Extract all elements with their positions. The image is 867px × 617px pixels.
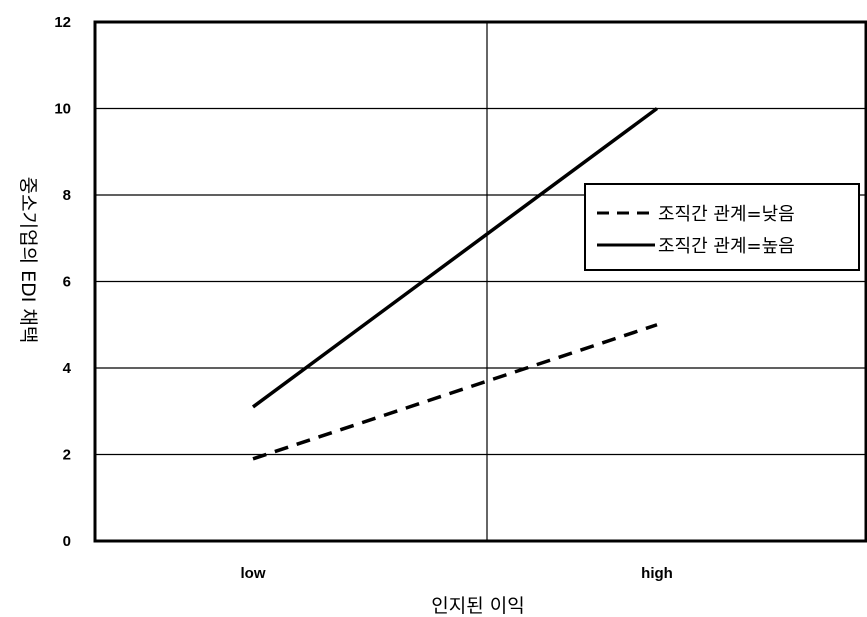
x-axis-ticks: low high: [241, 565, 673, 582]
x-axis-title: 인지된 이익: [431, 595, 524, 617]
legend: 조직간 관계=낮음 조직간 관계=높음: [584, 183, 860, 271]
plot-area-border: [93, 20, 867, 543]
y-tick-label: 0: [63, 533, 71, 550]
series-line-0: [252, 323, 658, 461]
y-axis-ticks: 0 2 4 6 8 10 12: [54, 14, 71, 550]
y-tick-label: 4: [63, 360, 72, 377]
series-line-1: [251, 107, 659, 409]
legend-label-low: 조직간 관계=낮음: [658, 204, 795, 225]
gridlines: [95, 22, 866, 541]
y-tick-label: 2: [63, 447, 71, 464]
legend-label-high: 조직간 관계=높음: [658, 236, 795, 257]
y-axis-title: 중소기업의 EDI 채택: [17, 177, 39, 344]
series-lines: [251, 107, 659, 461]
y-tick-label: 12: [54, 14, 71, 31]
y-tick-label: 8: [63, 187, 71, 204]
x-tick-label: high: [641, 565, 673, 582]
x-tick-label: low: [241, 565, 266, 582]
y-tick-label: 10: [54, 101, 71, 118]
y-tick-label: 6: [63, 274, 71, 291]
legend-box: [584, 183, 860, 271]
